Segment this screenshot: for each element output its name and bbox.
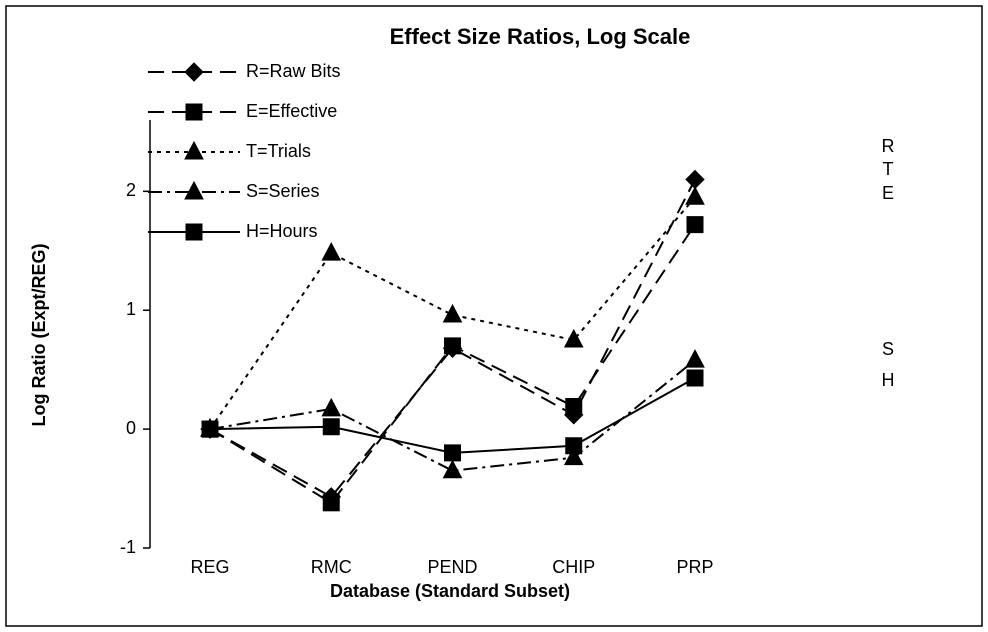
legend-marker — [185, 103, 203, 121]
end-label: S — [882, 339, 894, 359]
legend-marker — [184, 140, 204, 160]
y-tick-label: -1 — [120, 537, 136, 557]
x-tick-label: CHIP — [552, 557, 595, 577]
y-axis-label: Log Ratio (Expt/REG) — [29, 244, 49, 427]
marker — [321, 397, 342, 417]
legend-marker — [184, 180, 204, 200]
marker — [565, 398, 583, 416]
marker — [563, 328, 584, 348]
legend-label: T=Trials — [246, 141, 311, 161]
legend-marker — [185, 223, 203, 241]
marker — [442, 459, 463, 479]
legend-label: H=Hours — [246, 221, 318, 241]
legend-label: S=Series — [246, 181, 320, 201]
x-tick-label: RMC — [311, 557, 352, 577]
end-label: R — [882, 136, 895, 156]
end-label: E — [882, 183, 894, 203]
series-line — [209, 359, 696, 472]
series-line — [209, 178, 696, 499]
marker — [322, 494, 340, 512]
marker — [563, 446, 584, 466]
marker — [685, 186, 705, 205]
end-label: T — [883, 159, 894, 179]
marker — [685, 349, 705, 368]
marker — [444, 337, 461, 355]
x-axis-label: Database (Standard Subset) — [330, 581, 570, 601]
x-tick-label: REG — [190, 557, 229, 577]
x-tick-label: PRP — [676, 557, 713, 577]
chart-border — [5, 5, 983, 627]
marker — [444, 444, 461, 462]
marker — [686, 369, 704, 387]
x-tick-label: PEND — [427, 557, 477, 577]
chart-title: Effect Size Ratios, Log Scale — [390, 24, 691, 49]
marker — [442, 303, 463, 323]
marker — [321, 242, 342, 261]
marker — [686, 216, 704, 234]
marker — [565, 437, 583, 455]
end-label: H — [882, 370, 895, 390]
marker — [322, 418, 340, 436]
legend-label: E=Effective — [246, 101, 337, 121]
marker — [201, 420, 219, 438]
y-tick-label: 2 — [126, 180, 136, 200]
legend-marker — [184, 62, 204, 82]
y-tick-label: 1 — [126, 299, 136, 319]
legend-label: R=Raw Bits — [246, 61, 341, 81]
y-tick-label: 0 — [126, 418, 136, 438]
